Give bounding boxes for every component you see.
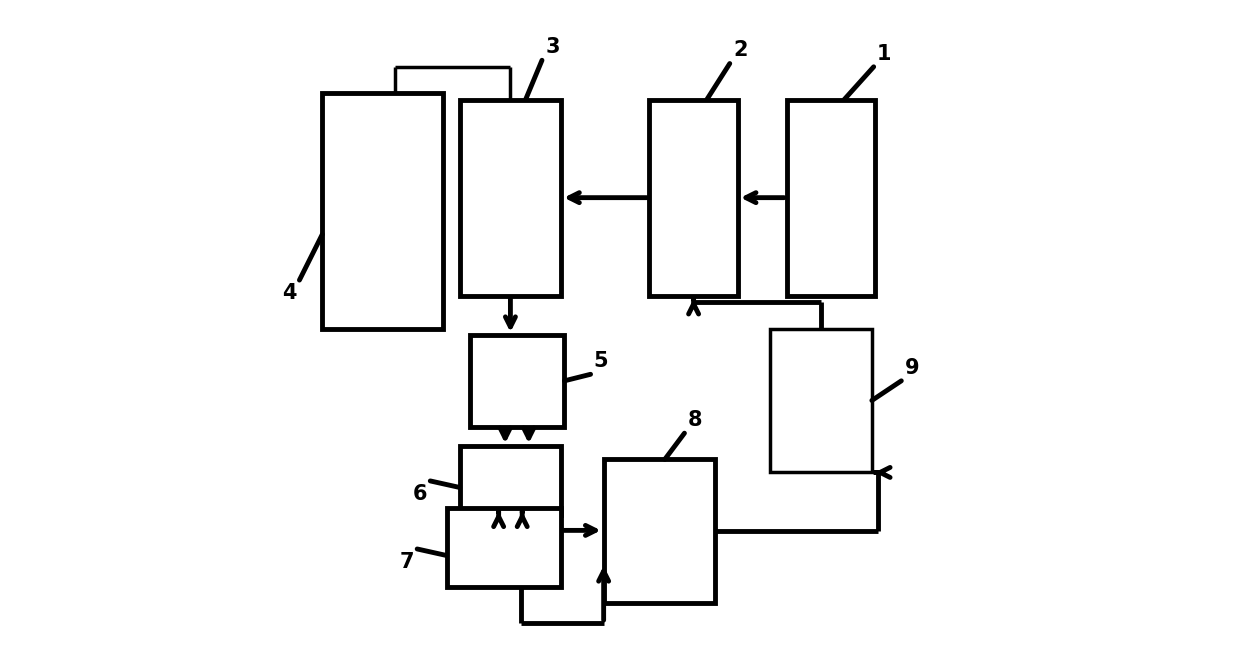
Bar [460,446,562,515]
Text: 8: 8 [688,410,702,430]
Bar [650,99,738,296]
Bar [770,328,872,472]
Text: 3: 3 [546,37,559,57]
Text: 1: 1 [877,43,892,64]
Bar [460,99,562,296]
Text: 4: 4 [281,283,296,304]
Bar [322,93,444,328]
Bar [604,459,715,603]
Text: 9: 9 [905,357,919,378]
Text: 7: 7 [399,553,414,572]
Text: 2: 2 [733,40,748,60]
Text: 6: 6 [413,484,427,504]
Bar [470,335,564,426]
Bar [787,99,875,296]
Bar [446,509,562,587]
Text: 5: 5 [594,351,609,371]
